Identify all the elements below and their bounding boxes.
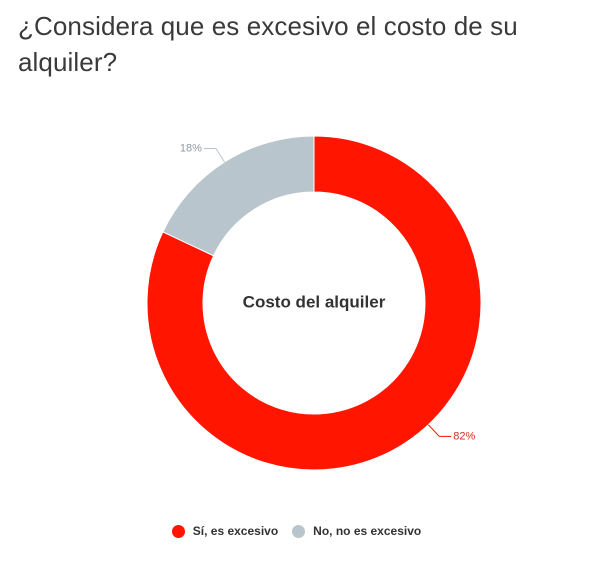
labels-layer: 82% 18%: [180, 142, 476, 442]
slices-layer: [146, 135, 482, 471]
chart-title: ¿Considera que es excesivo el costo de s…: [18, 11, 518, 77]
legend-label-no: No, no es excesivo: [313, 524, 422, 538]
slice-no-es-excesivo[interactable]: [162, 135, 315, 257]
legend-item-si[interactable]: Sí, es excesivo: [171, 524, 279, 538]
legend-item-no[interactable]: No, no es excesivo: [292, 524, 421, 538]
legend-swatch-si: [171, 524, 185, 538]
legend: Sí, es excesivo No, no es excesivo: [0, 524, 593, 538]
leader-line-1: [203, 147, 225, 163]
legend-swatch-no: [292, 524, 306, 538]
center-label: Costo del alquiler: [243, 292, 386, 311]
legend-label-si: Sí, es excesivo: [192, 524, 279, 538]
leader-line-0: [427, 424, 452, 437]
slice-si-es-excesivo[interactable]: [146, 135, 482, 471]
data-label-1: 18%: [180, 142, 202, 154]
data-label-0: 82%: [453, 430, 475, 442]
donut-chart: 82% 18% Costo del alquiler: [146, 135, 482, 471]
